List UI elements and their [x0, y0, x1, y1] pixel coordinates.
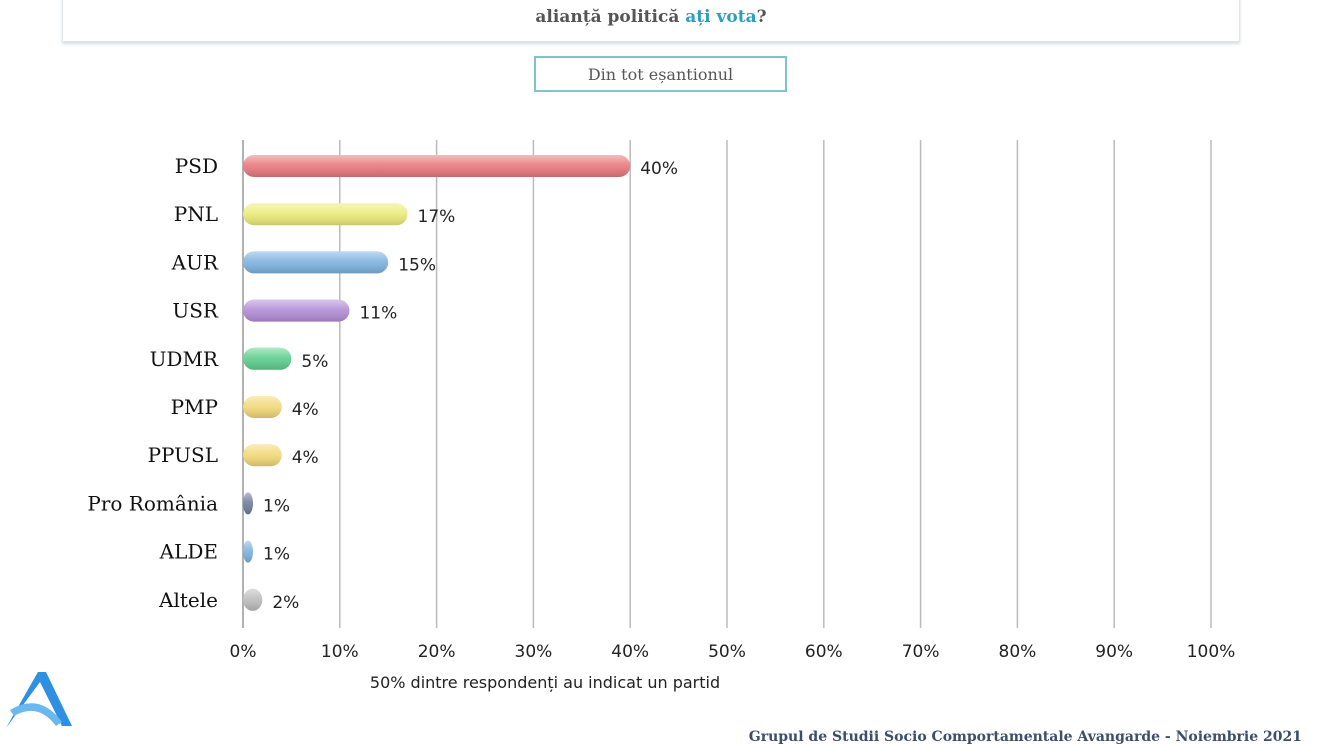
- x-tick-label: 40%: [611, 642, 649, 662]
- category-label: ALDE: [159, 540, 218, 564]
- data-label: 11%: [359, 304, 397, 324]
- bar-highlight: [243, 396, 282, 418]
- x-tick-label: 90%: [1095, 642, 1133, 662]
- category-label: USR: [172, 299, 219, 323]
- x-tick-label: 70%: [902, 642, 940, 662]
- bar-highlight: [243, 251, 389, 274]
- x-tick-label: 20%: [418, 642, 456, 662]
- bar-highlight: [243, 155, 631, 177]
- category-label: PPUSL: [148, 443, 218, 467]
- x-tick-label: 80%: [999, 642, 1037, 662]
- data-label: 1%: [263, 496, 290, 516]
- bar-highlight: [243, 299, 350, 322]
- x-tick-label: 10%: [321, 642, 359, 662]
- data-label: 4%: [292, 400, 319, 420]
- x-tick-label: 100%: [1187, 642, 1236, 662]
- data-label: 1%: [263, 545, 290, 565]
- bar-highlight: [243, 540, 253, 563]
- category-label: AUR: [171, 250, 219, 274]
- bar-highlight: [243, 347, 292, 370]
- footer-credit: Grupul de Studii Socio Comportamentale A…: [748, 729, 1302, 745]
- x-tick-label: 0%: [230, 642, 257, 662]
- question-text: alianță politică ați vota?: [535, 7, 767, 27]
- data-label: 15%: [398, 255, 436, 275]
- category-label: PMP: [171, 395, 218, 419]
- x-axis-label: 50% dintre respondenți au indicat un par…: [370, 673, 720, 692]
- x-tick-label: 30%: [515, 642, 553, 662]
- bar-highlight: [243, 203, 408, 226]
- data-label: 2%: [272, 593, 299, 613]
- category-label: PSD: [175, 154, 218, 178]
- data-label: 5%: [301, 352, 328, 372]
- data-label: 40%: [640, 159, 678, 179]
- avangarde-logo: [6, 672, 72, 728]
- category-label: PNL: [174, 202, 218, 226]
- category-label: Pro România: [87, 491, 218, 515]
- question-box: alianță politică ați vota?: [62, 0, 1240, 42]
- category-label: UDMR: [150, 347, 219, 371]
- data-label: 4%: [292, 448, 319, 468]
- bar-highlight: [243, 444, 282, 467]
- data-label: 17%: [418, 207, 456, 227]
- bar-highlight: [243, 588, 263, 611]
- category-label: Altele: [158, 588, 218, 612]
- x-tick-label: 60%: [805, 642, 843, 662]
- filter-tab[interactable]: Din tot eșantionul: [534, 56, 787, 92]
- bar-highlight: [243, 492, 253, 515]
- x-tick-label: 50%: [708, 642, 746, 662]
